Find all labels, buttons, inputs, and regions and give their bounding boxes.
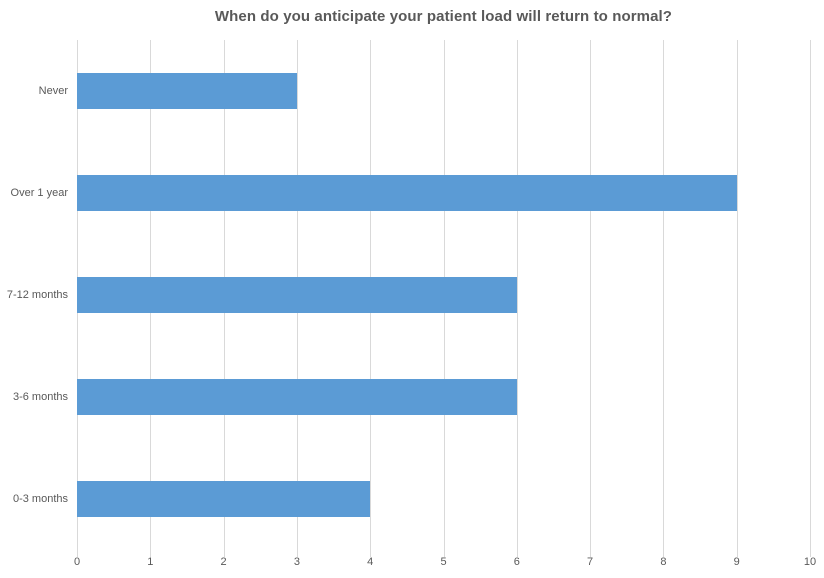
category-label: 0-3 months: [12, 493, 68, 505]
gridline: [663, 40, 665, 557]
x-tick-label: 2: [220, 556, 227, 568]
x-tick-label: 10: [803, 556, 817, 568]
category-label: Never: [38, 85, 68, 97]
gridline: [810, 40, 811, 557]
category-label: 7-12 months: [6, 289, 68, 301]
x-tick-label: 6: [513, 556, 520, 568]
bar-over-1-year: [77, 175, 737, 211]
plot-area: [77, 40, 811, 557]
x-tick-label: 0: [73, 556, 81, 568]
gridline: [516, 40, 518, 557]
bar-row: [77, 142, 810, 244]
category-label: Over 1 year: [10, 187, 68, 199]
x-tick-label: 7: [587, 556, 594, 568]
bar-row: [77, 448, 810, 550]
chart-title: When do you anticipate your patient load…: [214, 8, 673, 25]
gridline: [736, 40, 738, 557]
x-tick-label: 5: [440, 556, 447, 568]
category-label: 3-6 months: [12, 391, 68, 403]
bar-never: [77, 73, 297, 109]
x-tick-label: 1: [147, 556, 154, 568]
bar-row: [77, 346, 810, 448]
gridline: [590, 40, 592, 557]
x-tick-label: 8: [660, 556, 667, 568]
bar-row: [77, 40, 810, 142]
x-tick-label: 9: [733, 556, 740, 568]
bar-3-6-months: [77, 379, 517, 415]
x-tick-label: 3: [293, 556, 300, 568]
bar-0-3-months: [77, 481, 371, 517]
bar-7-12-months: [77, 277, 517, 313]
bar-row: [77, 244, 810, 346]
x-tick-label: 4: [367, 556, 374, 568]
